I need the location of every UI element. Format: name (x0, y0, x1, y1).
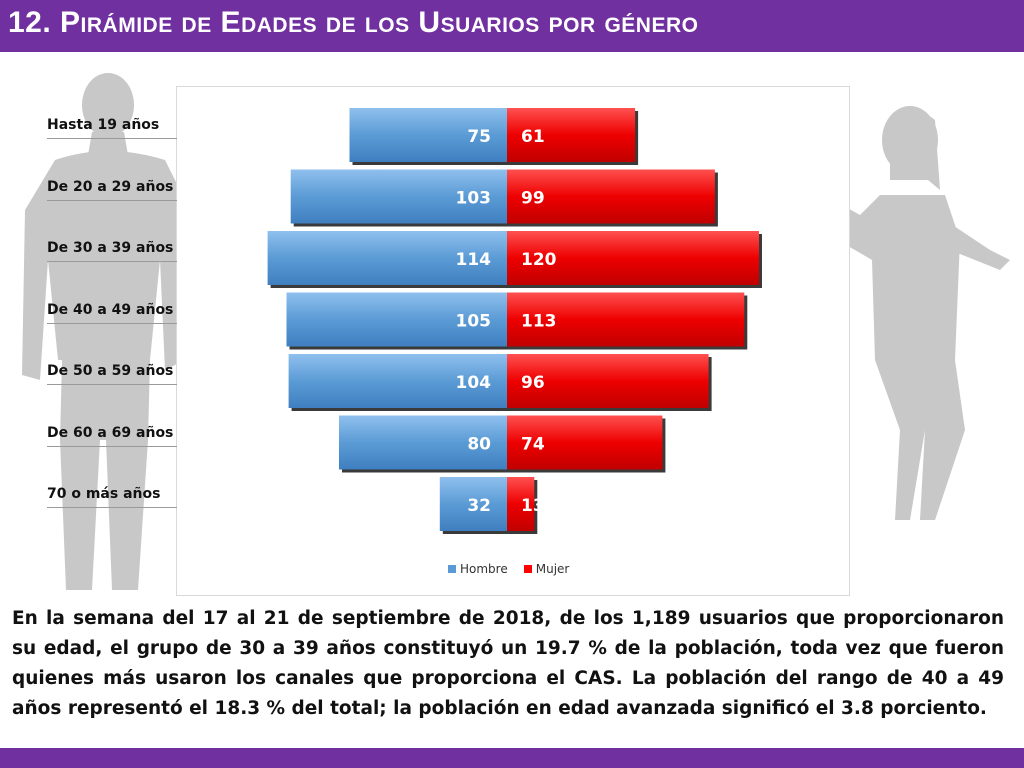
legend-swatch-hombre (448, 565, 456, 573)
data-label-mujer: 99 (521, 189, 545, 209)
category-divider (47, 199, 177, 201)
data-label-hombre: 103 (456, 189, 492, 209)
data-label-mujer: 74 (521, 435, 545, 455)
bar-mujer (507, 415, 663, 470)
bar-hombre (286, 292, 507, 347)
legend-label-hombre: Hombre (460, 562, 508, 576)
data-label-mujer: 120 (521, 250, 557, 270)
data-label-hombre: 80 (467, 435, 491, 455)
category-divider (47, 261, 177, 262)
slide-title: 12. Pirámide de Edades de los Usuarios p… (8, 6, 699, 39)
legend-swatch-mujer (523, 565, 532, 573)
woman-silhouette-image (760, 106, 1010, 520)
bottom-bar (0, 748, 1024, 768)
title-bar: 12. Pirámide de Edades de los Usuarios p… (0, 0, 1024, 52)
data-label-hombre: 105 (456, 312, 492, 332)
bar-hombre (339, 415, 507, 470)
category-label: De 20 a 29 años (47, 178, 174, 195)
bar-hombre (349, 108, 507, 162)
category-divider (47, 384, 177, 385)
summary-paragraph: En la semana del 17 al 21 de septiembre … (12, 608, 1004, 719)
legend-label-mujer: Mujer (535, 562, 570, 576)
data-label-hombre: 32 (467, 496, 491, 516)
category-divider (47, 322, 177, 324)
category-label: De 30 a 39 años (47, 240, 174, 256)
data-label-hombre: 104 (456, 373, 492, 393)
category-label: Hasta 19 años (47, 117, 160, 133)
chart-legend: Hombre Mujer (448, 562, 569, 576)
legend-item-hombre: Hombre (448, 562, 508, 576)
bar-mujer (507, 108, 636, 162)
bar-hombre (267, 231, 507, 285)
bar-hombre (290, 169, 507, 224)
data-label-mujer: 61 (521, 127, 545, 147)
bar-mujer (507, 292, 745, 347)
data-label-hombre: 75 (467, 127, 491, 147)
category-divider (47, 507, 177, 508)
bar-mujer (507, 477, 535, 531)
bar-mujer (507, 231, 759, 285)
bar-mujer (507, 169, 715, 224)
category-label: De 50 a 59 años (47, 363, 174, 379)
category-label: De 40 a 49 años (47, 301, 174, 318)
category-label: 70 o más años (47, 486, 161, 502)
data-label-mujer: 13 (521, 496, 545, 516)
data-label-mujer: 113 (521, 312, 557, 332)
bar-mujer (507, 354, 709, 408)
pyramid-chart: 75 61 103 99 114 120 105 113 104 96 80 74 32 13 (267, 108, 762, 534)
bar-hombre (439, 477, 507, 531)
bar-hombre (288, 354, 507, 408)
category-divider (47, 445, 177, 447)
legend-item-mujer: Mujer (523, 562, 570, 576)
category-label: De 60 a 69 años (47, 424, 174, 441)
category-divider (47, 138, 177, 139)
data-label-mujer: 96 (521, 373, 545, 393)
data-label-hombre: 114 (456, 250, 492, 270)
